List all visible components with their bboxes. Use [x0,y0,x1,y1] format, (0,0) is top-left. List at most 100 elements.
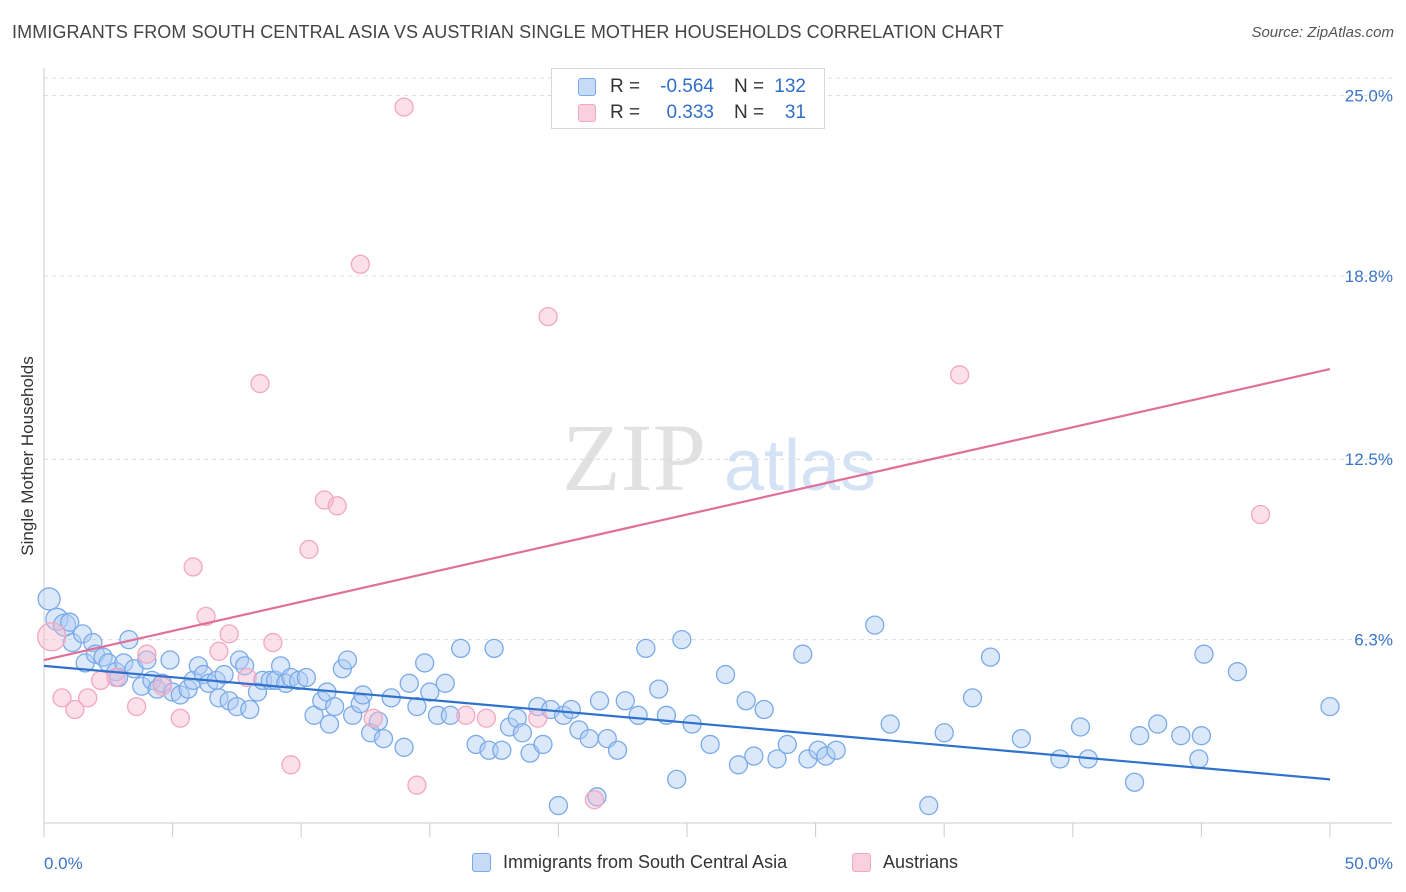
legend-n-value: 132 [774,76,806,97]
chart-title: IMMIGRANTS FROM SOUTH CENTRAL ASIA VS AU… [12,22,1004,42]
axes [43,68,1392,837]
data-point [435,673,455,693]
data-point [456,705,476,725]
source-label: Source: ZipAtlas.com [1251,24,1394,41]
legend-r-label: R = [610,102,641,123]
data-point [296,667,316,688]
series-immigrants-points [37,587,1340,816]
data-point [363,708,383,728]
legend-row-immigrants: R = -0.564 N = 132 [578,75,806,99]
data-point [327,496,347,516]
series-name-immigrants: Immigrants from South Central Asia [503,852,788,872]
data-point [137,650,157,670]
data-point [636,638,656,659]
data-point [1189,749,1209,769]
y-tick-label: 18.8% [1345,267,1393,286]
data-point [337,650,358,670]
series-legend: Immigrants from South Central Asia Austr… [0,852,1406,876]
data-point [60,612,80,632]
data-point [528,708,548,728]
series-legend-immigrants: Immigrants from South Central Asia [472,852,787,873]
data-point [533,734,553,755]
watermark-atlas: atlas [724,426,876,506]
data-point [919,795,939,816]
data-point [767,749,787,769]
data-point [736,691,756,711]
data-point [744,746,764,766]
legend-r-label: R = [610,76,641,97]
data-point [52,688,72,708]
data-point [420,682,440,702]
data-point [219,624,239,644]
data-point [126,696,147,717]
data-point [816,746,836,766]
data-point [476,708,497,728]
data-point [234,656,255,676]
data-point [170,708,190,728]
data-point [196,606,216,627]
data-point [880,714,900,734]
data-point [1148,714,1168,734]
data-point [160,650,180,670]
correlation-legend: R = -0.564 N = 132 R = 0.333 N = 31 [551,68,825,129]
data-point [440,705,461,725]
data-point [399,673,419,693]
data-point [407,775,427,795]
data-point [451,638,471,659]
data-point [826,740,846,760]
data-point [1130,726,1150,746]
data-point [980,647,1001,667]
legend-swatch-austrians [578,104,596,122]
trend-line-austrians [43,367,1331,662]
data-point [237,667,257,688]
data-point [209,641,229,661]
data-point [240,699,260,720]
series-austrians-points [37,97,1271,810]
data-point [1320,696,1340,717]
trend-lines [43,367,1331,781]
data-point [152,676,172,696]
series-name-austrians: Austrians [883,852,959,872]
data-point [407,696,427,717]
legend-swatch-immigrants [578,78,596,96]
data-point [793,644,813,664]
data-point [715,664,736,685]
y-tick-label: 12.5% [1345,450,1393,469]
data-point [137,644,157,664]
data-point [628,705,648,725]
data-point [281,755,301,775]
data-point [214,664,234,685]
data-point [672,630,692,650]
data-point [65,699,85,720]
data-point [492,740,512,760]
data-point [373,728,394,749]
data-point [170,685,190,705]
data-point [247,682,268,702]
series-swatch-austrians [852,853,871,872]
data-point [37,622,67,652]
legend-n-label: N = [734,76,765,97]
y-tick-label: 25.0% [1345,86,1393,105]
data-point [1050,749,1070,769]
data-point [1191,726,1212,746]
data-point [147,679,167,699]
legend-n-label: N = [734,102,765,123]
data-point [415,653,435,673]
data-point [78,688,98,708]
x-tick-label: 50.0% [1345,854,1393,873]
data-point [263,632,283,653]
x-tick-labels: 0.0% 50.0% [44,854,1393,873]
data-point [198,673,219,693]
data-point [1171,726,1191,746]
data-point [250,373,270,394]
data-point [649,679,669,699]
series-legend-austrians: Austrians [852,852,958,873]
data-point [589,691,610,711]
trend-line-immigrants [43,664,1331,781]
data-point [607,740,628,760]
watermark-zip: ZIP [562,404,706,511]
data-point [1070,717,1091,737]
data-point [394,737,414,757]
data-point [93,647,113,667]
data-point [1227,662,1248,682]
